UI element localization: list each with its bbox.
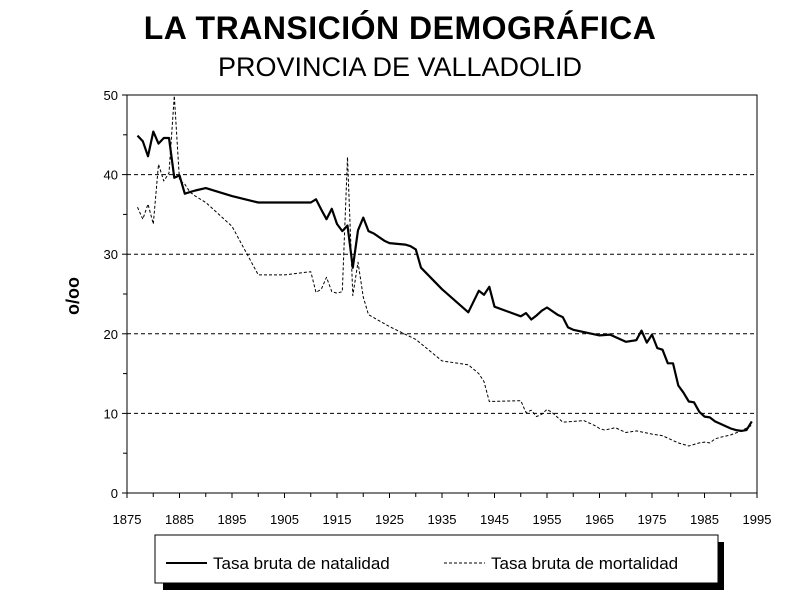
y-tick-label-20: 20	[104, 327, 118, 342]
x-tick-label-1955: 1955	[533, 512, 562, 527]
x-tick-label-1915: 1915	[323, 512, 352, 527]
y-tick-label-10: 10	[104, 406, 118, 421]
legend: Tasa bruta de natalidad Tasa bruta de mo…	[154, 534, 724, 590]
x-tick-label-1905: 1905	[270, 512, 299, 527]
x-tick-label-1995: 1995	[743, 512, 772, 527]
x-tick-label-1965: 1965	[585, 512, 614, 527]
y-axis-label: o/oo	[63, 277, 83, 315]
plot-area-frame	[126, 94, 758, 494]
x-tick-label-1985: 1985	[690, 512, 719, 527]
x-tick-label-1895: 1895	[218, 512, 247, 527]
series-line-natalidad	[136, 130, 753, 432]
series-line-mortalidad	[137, 95, 753, 447]
y-tick-label-30: 30	[104, 247, 118, 262]
x-tick-label-1935: 1935	[428, 512, 457, 527]
axis-ticks: 0 10 20 30 40 50 1875 1885 1895 1905 1915 1925 1935 1…	[104, 88, 772, 527]
legend-box	[154, 534, 719, 584]
y-tick-label-40: 40	[104, 168, 118, 183]
chart-title: LA TRANSICIÓN DEMOGRÁFICA	[143, 10, 657, 46]
y-tick-label-0: 0	[111, 486, 118, 501]
legend-label-natalidad: Tasa bruta de natalidad	[213, 554, 390, 573]
x-tick-label-1925: 1925	[375, 512, 404, 527]
grid-lines	[127, 174, 757, 414]
x-tick-label-1885: 1885	[165, 512, 194, 527]
y-axis-label-text: o/oo	[63, 277, 83, 315]
x-tick-label-1975: 1975	[638, 512, 667, 527]
chart-subtitle: PROVINCIA DE VALLADOLID	[217, 52, 583, 82]
series-layer	[136, 95, 753, 447]
x-tick-label-1875: 1875	[113, 512, 142, 527]
y-tick-label-50: 50	[104, 88, 118, 103]
legend-label-mortalidad: Tasa bruta de mortalidad	[491, 554, 678, 573]
x-tick-label-1945: 1945	[480, 512, 509, 527]
